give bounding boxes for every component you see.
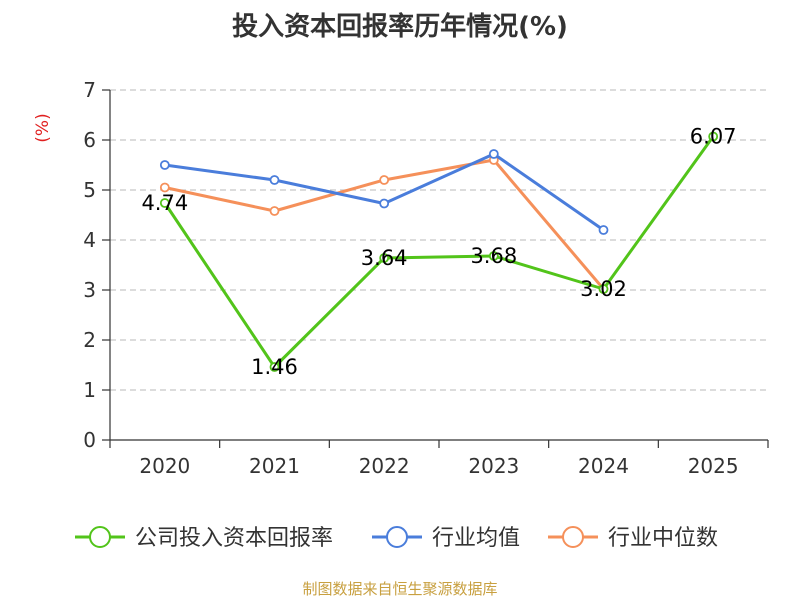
x-tick-label: 2024 [578,454,629,478]
data-point [598,284,609,294]
data-point [379,175,390,185]
x-tick-label: 2020 [139,454,190,478]
data-label: 6.07 [690,125,737,149]
x-tick-label: 2022 [359,454,410,478]
x-tick-label: 2021 [249,454,300,478]
series-line [164,152,605,232]
data-label: 3.68 [470,244,517,268]
data-label: 3.02 [580,277,627,301]
data-point [269,362,280,372]
y-axis-label: (%) [33,113,53,142]
legend-label: 公司投入资本回报率 [135,526,333,551]
legend-marker [89,526,111,548]
x-tick-label: 2025 [688,454,739,478]
data-label: 1.46 [251,355,298,379]
data-point [708,131,719,142]
data-label: 4.74 [141,191,188,215]
chart-title: 投入资本回报率历年情况(%) [232,12,568,42]
data-point [598,225,609,235]
data-point [159,198,170,208]
data-point [488,149,499,159]
legend-label: 行业均值 [432,526,520,551]
data-point [159,160,170,170]
y-tick-label: 4 [83,228,96,252]
data-label: 3.64 [361,246,408,270]
y-tick-label: 7 [83,78,96,102]
data-point [379,253,390,263]
y-tick-label: 0 [83,428,96,452]
data-point [269,206,280,216]
y-tick-label: 5 [83,178,96,202]
y-tick-label: 1 [83,378,96,402]
legend-marker [562,526,584,548]
legend-label: 行业中位数 [608,526,718,551]
data-point [379,198,390,209]
source-note: 制图数据来自恒生聚源数据库 [302,580,498,598]
data-point [269,175,280,185]
y-tick-label: 2 [83,328,96,352]
data-point [488,251,499,261]
series-line [163,135,715,369]
y-tick-label: 6 [83,128,96,152]
x-tick-label: 2023 [468,454,519,478]
y-tick-label: 3 [83,278,96,302]
legend-marker [386,526,408,548]
data-point [159,182,170,193]
